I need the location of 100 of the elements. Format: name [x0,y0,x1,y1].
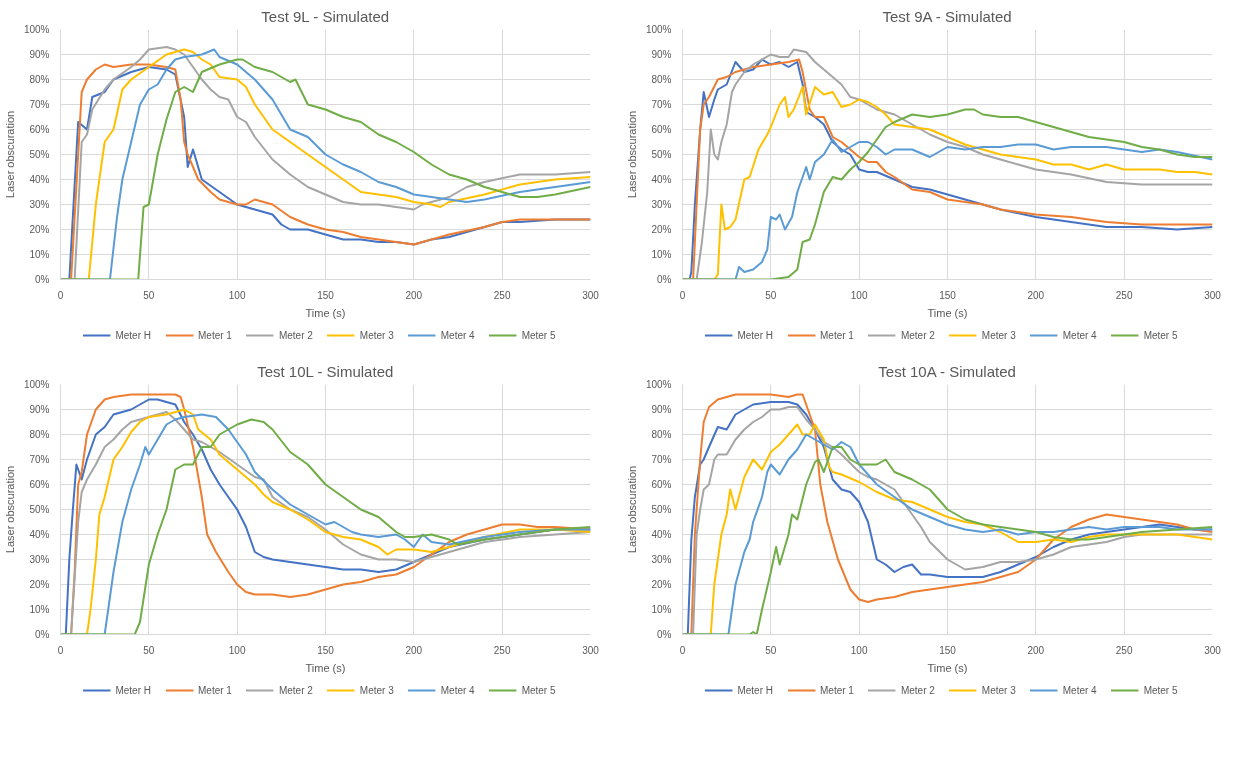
x-tick-label: 50 [765,289,777,301]
y-tick-label: 70% [29,99,50,110]
chart-title: Test 10A - Simulated [878,362,1016,380]
x-tick-label: 200 [1027,644,1045,656]
x-tick-label: 0 [679,644,686,656]
legend-label: Meter 2 [278,329,313,341]
y-tick-label: 30% [651,199,672,210]
y-tick-label: 50% [29,504,50,515]
y-tick-label: 30% [29,554,50,565]
x-tick-label: 100 [228,289,246,301]
y-tick-label: 30% [29,199,50,210]
y-tick-label: 60% [29,479,50,490]
x-tick-label: 300 [582,289,600,301]
y-axis-title: Laser obscuration [625,465,638,554]
x-tick-label: 0 [57,289,64,301]
legend-label: Meter 2 [278,684,313,696]
x-tick-label: 200 [1027,289,1045,301]
x-axis-title: Time (s) [927,306,968,319]
legend-label: Meter H [115,329,152,341]
y-tick-label: 0% [657,629,672,640]
x-tick-label: 250 [1115,644,1133,656]
x-tick-label: 150 [317,644,335,656]
x-tick-label: 100 [228,644,246,656]
legend-label: Meter H [737,329,774,341]
y-tick-label: 100% [645,379,672,390]
legend-label: Meter 4 [440,329,475,341]
legend-label: Meter 3 [981,684,1016,696]
x-axis-title: Time (s) [927,661,968,674]
x-tick-label: 200 [405,289,423,301]
legend-label: Meter 5 [521,684,556,696]
y-tick-label: 20% [29,579,50,590]
y-tick-label: 20% [651,224,672,235]
y-tick-label: 100% [645,24,672,35]
x-axis-title: Time (s) [305,306,346,319]
y-tick-label: 80% [29,74,50,85]
x-tick-label: 300 [582,644,600,656]
x-tick-label: 150 [317,289,335,301]
y-tick-label: 50% [651,504,672,515]
chart-title: Test 9A - Simulated [882,7,1012,25]
y-tick-label: 20% [29,224,50,235]
y-axis-title: Laser obscuration [625,110,638,199]
legend-label: Meter H [115,684,152,696]
x-tick-label: 300 [1204,289,1222,301]
y-tick-label: 100% [23,379,50,390]
x-tick-label: 50 [143,289,155,301]
y-tick-label: 30% [651,554,672,565]
y-tick-label: 100% [23,24,50,35]
x-tick-label: 150 [939,289,957,301]
x-tick-label: 0 [679,289,686,301]
y-tick-label: 60% [29,124,50,135]
legend-label: Meter 3 [359,329,394,341]
y-tick-label: 80% [651,74,672,85]
y-tick-label: 80% [651,429,672,440]
x-tick-label: 250 [493,644,511,656]
legend-label: Meter 4 [1062,684,1097,696]
x-tick-label: 100 [850,289,868,301]
y-tick-label: 90% [651,404,672,415]
x-tick-label: 100 [850,644,868,656]
x-tick-label: 250 [493,289,511,301]
y-tick-label: 40% [29,529,50,540]
y-tick-label: 40% [651,529,672,540]
chart-title: Test 10L - Simulated [257,362,394,380]
y-tick-label: 70% [651,454,672,465]
y-axis-title: Laser obscuration [3,465,16,554]
legend-label: Meter 1 [198,329,232,341]
y-tick-label: 80% [29,429,50,440]
y-tick-label: 10% [29,604,50,615]
legend-label: Meter 3 [359,684,394,696]
legend-label: Meter 5 [1143,329,1178,341]
y-tick-label: 10% [29,249,50,260]
x-tick-label: 150 [939,644,957,656]
legend-label: Meter 2 [900,684,935,696]
y-tick-label: 20% [651,579,672,590]
legend-label: Meter 5 [521,329,556,341]
y-tick-label: 70% [29,454,50,465]
y-tick-label: 60% [651,124,672,135]
y-tick-label: 10% [651,249,672,260]
x-tick-label: 50 [765,644,777,656]
x-axis-title: Time (s) [305,661,346,674]
legend-label: Meter 1 [198,684,232,696]
x-tick-label: 200 [405,644,423,656]
y-tick-label: 0% [35,629,50,640]
y-tick-label: 90% [29,49,50,60]
legend-label: Meter 4 [440,684,475,696]
legend-label: Meter 1 [820,684,854,696]
x-tick-label: 250 [1115,289,1133,301]
legend-label: Meter 1 [820,329,854,341]
y-tick-label: 40% [29,174,50,185]
x-tick-label: 300 [1204,644,1222,656]
y-axis-title: Laser obscuration [3,110,16,199]
y-tick-label: 90% [29,404,50,415]
y-tick-label: 50% [29,149,50,160]
legend-label: Meter H [737,684,774,696]
x-tick-label: 0 [57,644,64,656]
legend-label: Meter 2 [900,329,935,341]
y-tick-label: 60% [651,479,672,490]
legend-label: Meter 5 [1143,684,1178,696]
y-tick-label: 40% [651,174,672,185]
y-tick-label: 10% [651,604,672,615]
chart-title: Test 9L - Simulated [261,7,390,25]
